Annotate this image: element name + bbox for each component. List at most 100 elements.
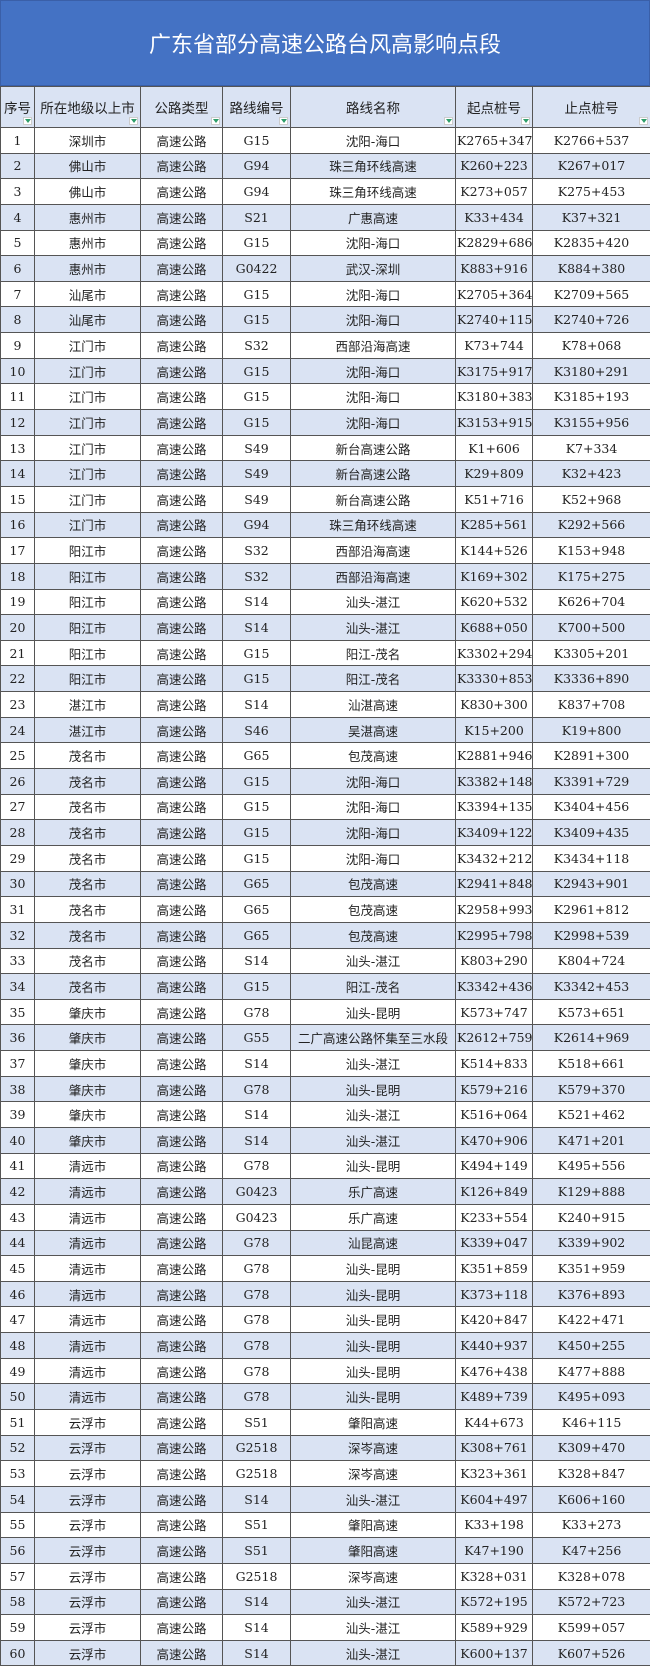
cell-route-code: S32 [222,537,291,564]
cell-city: 阳江市 [34,614,141,641]
cell-route-code: G65 [222,921,291,949]
cell-route-name: 沈阳-海口 [290,793,456,821]
cell-start-stake: K589+929 [455,1614,533,1641]
cell-end-stake: K2998+539 [532,921,650,949]
table-row: 14 江门市 高速公路 S49 新台高速公路 K29+809 K32+423 [0,460,650,487]
cell-start-stake: K233+554 [455,1203,533,1231]
table-row: 31 茂名市 高速公路 G65 包茂高速 K2958+993 K2961+812 [0,896,650,923]
cell-seq: 34 [0,973,35,1000]
cell-route-name: 新台高速公路 [290,485,456,513]
cell-seq: 39 [0,1101,35,1128]
cell-start-stake: K803+290 [455,947,533,975]
cell-road-type: 高速公路 [140,1280,223,1308]
cell-road-type: 高速公路 [140,178,223,205]
header-end-stake: 止点桩号 [532,86,650,128]
cell-seq: 26 [0,768,35,795]
cell-city: 茂名市 [34,947,141,975]
cell-end-stake: K3342+453 [532,973,650,1000]
table-row: 10 江门市 高速公路 G15 沈阳-海口 K3175+917 K3180+291 [0,357,650,385]
cell-route-code: G78 [222,1255,291,1282]
filter-dropdown-icon[interactable] [639,117,648,125]
cell-road-type: 高速公路 [140,998,223,1026]
cell-route-code: G94 [222,178,291,205]
filter-dropdown-icon[interactable] [129,117,138,125]
filter-dropdown-icon[interactable] [444,117,453,125]
filter-dropdown-icon[interactable] [521,117,530,125]
cell-route-name: 肇阳高速 [290,1409,456,1436]
cell-route-name: 新台高速公路 [290,434,456,462]
cell-seq: 6 [0,255,35,282]
cell-seq: 3 [0,178,35,205]
cell-seq: 27 [0,793,35,821]
cell-city: 清远市 [34,1280,141,1308]
cell-end-stake: K579+370 [532,1075,650,1103]
cell-start-stake: K579+216 [455,1075,533,1103]
cell-seq: 14 [0,460,35,487]
table-row: 60 云浮市 高速公路 S14 汕头-湛江 K600+137 K607+526 [0,1639,650,1666]
cell-road-type: 高速公路 [140,768,223,795]
cell-city: 肇庆市 [34,1050,141,1077]
cell-route-code: G2518 [222,1562,291,1590]
cell-route-code: G15 [222,229,291,257]
cell-road-type: 高速公路 [140,691,223,718]
table-row: 35 肇庆市 高速公路 G78 汕头-昆明 K573+747 K573+651 [0,998,650,1026]
cell-route-code: S14 [222,1485,291,1513]
cell-route-name: 汕头-湛江 [290,1639,456,1666]
cell-start-stake: K29+809 [455,460,533,487]
table-row: 19 阳江市 高速公路 S14 汕头-湛江 K620+532 K626+704 [0,588,650,616]
cell-route-code: S14 [222,947,291,975]
cell-city: 茂名市 [34,742,141,770]
cell-city: 惠州市 [34,229,141,257]
cell-city: 江门市 [34,460,141,487]
cell-start-stake: K3409+122 [455,819,533,846]
cell-seq: 24 [0,716,35,744]
table-row: 3 佛山市 高速公路 G94 珠三角环线高速 K273+057 K275+453 [0,178,650,205]
cell-route-code: G15 [222,383,291,411]
cell-start-stake: K476+438 [455,1357,533,1385]
table-row: 30 茂名市 高速公路 G65 包茂高速 K2941+848 K2943+901 [0,870,650,898]
cell-route-code: G78 [222,1383,291,1411]
cell-route-name: 肇阳高速 [290,1511,456,1539]
filter-dropdown-icon[interactable] [211,117,220,125]
cell-route-name: 乐广高速 [290,1203,456,1231]
filter-dropdown-icon[interactable] [279,117,288,125]
cell-route-name: 阳江-茂名 [290,639,456,667]
filter-dropdown-icon[interactable] [23,117,32,125]
cell-city: 清远市 [34,1255,141,1282]
cell-start-stake: K47+190 [455,1537,533,1564]
cell-route-name: 肇阳高速 [290,1537,456,1564]
cell-route-code: S14 [222,614,291,641]
cell-road-type: 高速公路 [140,229,223,257]
cell-road-type: 高速公路 [140,896,223,923]
cell-start-stake: K15+200 [455,716,533,744]
cell-route-name: 包茂高速 [290,896,456,923]
cell-route-name: 沈阳-海口 [290,127,456,154]
cell-start-stake: K3330+853 [455,665,533,693]
cell-start-stake: K440+937 [455,1332,533,1359]
cell-road-type: 高速公路 [140,947,223,975]
cell-seq: 2 [0,152,35,180]
cell-route-name: 沈阳-海口 [290,768,456,795]
cell-city: 清远市 [34,1203,141,1231]
cell-city: 阳江市 [34,588,141,616]
cell-route-code: G65 [222,896,291,923]
cell-seq: 43 [0,1203,35,1231]
cell-route-code: S14 [222,1101,291,1128]
cell-start-stake: K260+223 [455,152,533,180]
cell-route-name: 深岑高速 [290,1460,456,1487]
cell-start-stake: K516+064 [455,1101,533,1128]
cell-road-type: 高速公路 [140,1152,223,1180]
cell-seq: 55 [0,1511,35,1539]
cell-seq: 30 [0,870,35,898]
cell-route-name: 汕头-昆明 [290,1332,456,1359]
cell-route-code: S49 [222,434,291,462]
cell-route-code: G78 [222,1332,291,1359]
cell-seq: 41 [0,1152,35,1180]
table-row: 43 清远市 高速公路 G0423 乐广高速 K233+554 K240+915 [0,1203,650,1231]
cell-route-code: G65 [222,870,291,898]
cell-city: 云浮市 [34,1562,141,1590]
cell-route-name: 汕头-湛江 [290,1614,456,1641]
cell-end-stake: K2835+420 [532,229,650,257]
table-row: 50 清远市 高速公路 G78 汕头-昆明 K489+739 K495+093 [0,1383,650,1411]
cell-end-stake: K52+968 [532,485,650,513]
